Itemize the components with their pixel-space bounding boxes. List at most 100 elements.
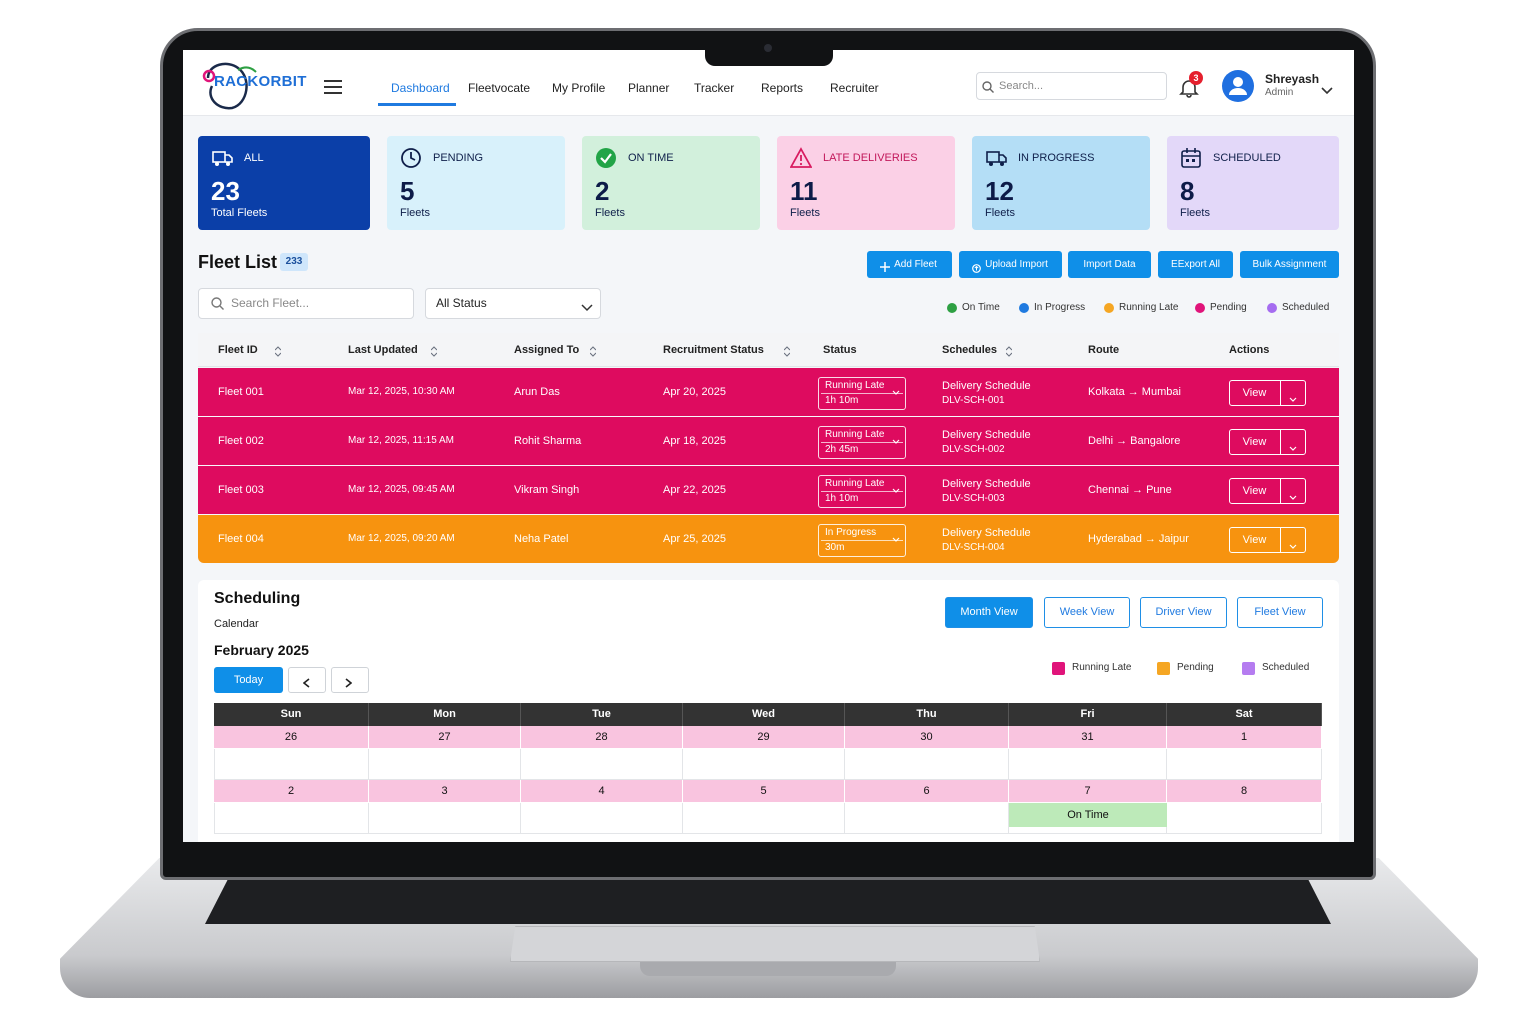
view-button-box[interactable] (1229, 478, 1306, 504)
day-number[interactable]: 30 (845, 726, 1009, 749)
view-toggle[interactable]: Month View (945, 597, 1033, 628)
toolbar-button-label[interactable]: Import Data (1083, 259, 1136, 270)
day-number[interactable]: 8 (1167, 780, 1322, 803)
view-button-box[interactable] (1229, 527, 1306, 553)
action-chevron (1289, 488, 1297, 500)
fleet-search-placeholder: Search Fleet... (231, 296, 310, 310)
calendar-event[interactable]: On Time (1009, 803, 1167, 827)
view-button[interactable]: View (1229, 380, 1281, 406)
weekday-header: Mon (369, 703, 521, 726)
toolbar-button-label[interactable]: Add Fleet (894, 259, 937, 270)
view-button[interactable]: View (1229, 478, 1281, 504)
day-number[interactable]: 4 (521, 780, 683, 803)
day-cell[interactable] (521, 803, 683, 834)
table-row[interactable] (198, 515, 1339, 563)
route: Delhi → Bangalore (1088, 435, 1181, 447)
prev-chevron-svg (302, 678, 310, 688)
assigned-to: Arun Das (514, 386, 560, 398)
day-cell[interactable] (845, 803, 1009, 834)
day-number[interactable]: 7 (1009, 780, 1167, 803)
view-toggle[interactable]: Fleet View (1237, 597, 1323, 628)
toolbar-button[interactable] (1068, 251, 1151, 278)
day-cell[interactable] (683, 803, 845, 834)
status-filter[interactable] (425, 288, 601, 319)
toolbar-button[interactable] (1158, 251, 1233, 278)
column-header[interactable]: Last Updated (348, 344, 418, 356)
recruitment-date: Apr 18, 2025 (663, 435, 726, 447)
day-cell[interactable] (683, 749, 845, 780)
status-divider (821, 442, 903, 443)
toolbar-button[interactable] (1240, 251, 1339, 278)
nav-link[interactable]: Reports (761, 81, 804, 95)
day-cell[interactable] (1167, 803, 1322, 834)
view-button[interactable]: View (1229, 527, 1281, 553)
day-number[interactable]: 6 (845, 780, 1009, 803)
day-number[interactable]: 28 (521, 726, 683, 749)
card-icon (985, 147, 1007, 169)
schedule-name: Delivery Schedule (942, 429, 1031, 441)
day-number[interactable]: 31 (1009, 726, 1167, 749)
card-icon-svg (1181, 148, 1201, 168)
view-toggle[interactable]: Driver View (1140, 597, 1227, 628)
status-select[interactable] (818, 524, 906, 557)
day-number[interactable]: 27 (369, 726, 521, 749)
day-number[interactable]: 1 (1167, 726, 1322, 749)
nav-link[interactable]: Dashboard (391, 81, 450, 95)
logo-text: RACKORBIT (214, 73, 307, 90)
notification-badge[interactable]: 3 (1189, 71, 1203, 85)
toolbar-button-label[interactable]: Upload Import (985, 259, 1048, 270)
view-button-box[interactable] (1229, 380, 1306, 406)
status-select[interactable] (818, 377, 906, 410)
day-number[interactable]: 5 (683, 780, 845, 803)
status-select[interactable] (818, 475, 906, 508)
toolbar-button-label[interactable]: Bulk Assignment (1252, 259, 1327, 270)
summary-card[interactable] (198, 136, 370, 230)
day-cell[interactable] (369, 803, 521, 834)
summary-card[interactable] (777, 136, 955, 230)
day-number[interactable]: 29 (683, 726, 845, 749)
day-number[interactable]: 2 (214, 780, 369, 803)
status-duration: 1h 10m (825, 493, 859, 504)
day-cell[interactable] (1009, 749, 1167, 780)
day-cell[interactable] (214, 749, 369, 780)
view-toggle[interactable]: Week View (1044, 597, 1130, 628)
view-button-box[interactable] (1229, 429, 1306, 455)
fleet-search-box[interactable] (198, 288, 414, 319)
column-header[interactable]: Fleet ID (218, 344, 258, 356)
status-chevron-svg (892, 439, 900, 444)
day-number[interactable]: 26 (214, 726, 369, 749)
day-number[interactable]: 3 (369, 780, 521, 803)
legend-label: Running Late (1072, 662, 1132, 673)
search-box[interactable] (976, 72, 1167, 100)
fleet-count-badge: 233 (280, 253, 308, 271)
column-header[interactable]: Recruitment Status (663, 344, 764, 356)
view-button[interactable]: View (1229, 429, 1281, 455)
summary-card[interactable] (972, 136, 1150, 230)
prev-chevron (302, 675, 310, 688)
day-cell[interactable] (521, 749, 683, 780)
card-icon-svg (212, 151, 233, 166)
toolbar-button-label[interactable]: EExport All (1171, 259, 1220, 270)
nav-link[interactable]: Fleetvocate (468, 81, 531, 95)
nav-link[interactable]: Planner (628, 81, 670, 95)
nav-active-underline (378, 103, 456, 106)
column-header[interactable]: Schedules (942, 344, 998, 356)
status-select[interactable] (818, 426, 906, 459)
toolbar-button[interactable] (867, 251, 952, 278)
nav-link[interactable]: Recruiter (830, 81, 879, 95)
table-row[interactable] (198, 417, 1339, 465)
table-row[interactable] (198, 368, 1339, 416)
table-row[interactable] (198, 466, 1339, 514)
next-button[interactable] (331, 667, 369, 693)
nav-link[interactable]: My Profile (552, 81, 606, 95)
plus-icon (880, 259, 890, 272)
day-cell[interactable] (845, 749, 1009, 780)
nav-link[interactable]: Tracker (694, 81, 735, 95)
card-caption: Fleets (400, 207, 430, 219)
day-cell[interactable] (214, 803, 369, 834)
day-cell[interactable] (369, 749, 521, 780)
today-button[interactable]: Today (214, 667, 283, 693)
column-header[interactable]: Assigned To (514, 344, 580, 356)
day-cell[interactable] (1167, 749, 1322, 780)
scheduling-title: Scheduling (214, 590, 301, 607)
